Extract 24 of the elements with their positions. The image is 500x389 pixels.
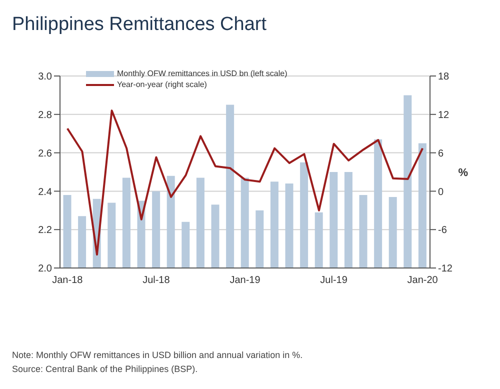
y2-tick-label: -12: [438, 264, 453, 275]
x-tick-label: Jul-19: [320, 275, 348, 286]
y-tick-label: 3.0: [38, 72, 52, 83]
text: Note: Monthly OFW remittances in USD billion and annual variation in %.: [12, 349, 303, 362]
legend-label: Monthly OFW remittances in USD bn (left scale): [117, 69, 288, 79]
source-note: Source: Central Bank of the Philippines (BSP).: [12, 363, 199, 376]
y-tick-label: 2.4: [38, 186, 52, 198]
x-tick-label: Jan-18: [52, 275, 84, 286]
legend-label: Year-on-year (right scale): [117, 80, 207, 90]
y2-tick-label: 6: [438, 148, 444, 160]
y-tick-label: 2.0: [38, 264, 52, 275]
y2-tick-label: 12: [438, 110, 450, 121]
y2-tick-label: 0: [438, 186, 444, 198]
y-tick-label: 2.2: [38, 225, 52, 236]
y2-tick-label: 18: [438, 72, 450, 83]
x-tick-label: Jan-20: [407, 275, 438, 286]
y-tick-label: 2.6: [38, 148, 52, 160]
x-tick-label: Jan-19: [230, 275, 261, 286]
x-tick-label: Jul-18: [142, 275, 170, 286]
line-series: [66, 110, 424, 256]
y2-tick-label: -6: [438, 225, 448, 236]
chart-title: Philippines Remittances Chart: [12, 14, 267, 36]
y2-axis-title: %: [458, 166, 468, 179]
y-tick-label: 2.8: [38, 110, 52, 121]
